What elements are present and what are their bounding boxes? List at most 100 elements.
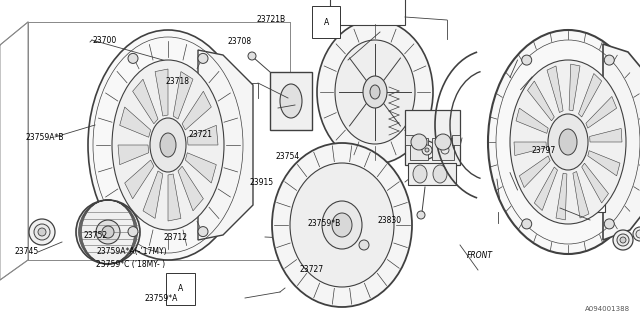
Ellipse shape xyxy=(488,30,640,254)
Ellipse shape xyxy=(112,60,224,230)
Text: 23718: 23718 xyxy=(165,77,189,86)
Circle shape xyxy=(411,134,427,150)
Polygon shape xyxy=(588,151,620,176)
Ellipse shape xyxy=(29,219,55,245)
Ellipse shape xyxy=(332,213,352,237)
Circle shape xyxy=(425,148,429,152)
Ellipse shape xyxy=(335,40,415,144)
Polygon shape xyxy=(556,173,567,220)
Polygon shape xyxy=(579,74,602,117)
Ellipse shape xyxy=(150,118,186,172)
Circle shape xyxy=(636,230,640,238)
Ellipse shape xyxy=(548,114,588,170)
Polygon shape xyxy=(514,142,547,156)
Circle shape xyxy=(418,141,436,159)
Bar xyxy=(405,135,413,145)
Polygon shape xyxy=(188,125,218,145)
Polygon shape xyxy=(168,174,181,221)
Circle shape xyxy=(128,53,138,63)
Text: 23797: 23797 xyxy=(531,146,556,155)
Text: 23915: 23915 xyxy=(250,178,274,187)
Polygon shape xyxy=(186,153,216,183)
Text: 23745: 23745 xyxy=(14,247,38,256)
Ellipse shape xyxy=(96,220,120,244)
Circle shape xyxy=(417,211,425,219)
Text: 23759A*B: 23759A*B xyxy=(26,133,64,142)
Text: 23708: 23708 xyxy=(227,37,252,46)
Bar xyxy=(452,135,460,145)
Ellipse shape xyxy=(370,85,380,99)
Ellipse shape xyxy=(160,133,176,157)
Text: 23752: 23752 xyxy=(83,231,108,240)
Polygon shape xyxy=(182,91,211,130)
Ellipse shape xyxy=(317,20,433,164)
Bar xyxy=(410,138,428,160)
Text: 23700: 23700 xyxy=(93,36,117,44)
Bar xyxy=(550,170,605,212)
Circle shape xyxy=(198,227,208,236)
Circle shape xyxy=(604,219,614,229)
Polygon shape xyxy=(125,160,154,199)
Circle shape xyxy=(422,145,432,155)
Polygon shape xyxy=(589,128,622,142)
Text: 23759*A: 23759*A xyxy=(144,294,177,303)
Text: A094001388: A094001388 xyxy=(585,306,630,312)
Polygon shape xyxy=(143,171,163,219)
Text: 23759*B: 23759*B xyxy=(307,220,340,228)
Polygon shape xyxy=(198,50,253,240)
Polygon shape xyxy=(118,145,148,165)
Circle shape xyxy=(620,237,626,243)
Ellipse shape xyxy=(322,201,362,249)
Polygon shape xyxy=(173,72,193,119)
Polygon shape xyxy=(547,66,563,113)
Circle shape xyxy=(128,227,138,236)
Circle shape xyxy=(248,52,256,60)
Text: 23712: 23712 xyxy=(163,233,188,242)
Text: 23759*C (’18MY- ): 23759*C (’18MY- ) xyxy=(96,260,165,268)
Bar xyxy=(405,110,460,165)
Circle shape xyxy=(613,230,633,250)
Bar xyxy=(408,163,456,185)
Polygon shape xyxy=(569,64,580,111)
Ellipse shape xyxy=(510,60,626,224)
Circle shape xyxy=(522,55,532,65)
Bar xyxy=(432,138,454,160)
Circle shape xyxy=(522,219,532,229)
Circle shape xyxy=(441,146,449,154)
Text: A: A xyxy=(178,284,183,293)
Text: 23727: 23727 xyxy=(300,265,324,274)
Ellipse shape xyxy=(88,30,248,260)
Ellipse shape xyxy=(272,143,412,307)
Ellipse shape xyxy=(76,200,140,264)
Circle shape xyxy=(617,234,629,246)
Circle shape xyxy=(438,143,452,157)
Polygon shape xyxy=(516,108,548,133)
Text: FRONT: FRONT xyxy=(467,252,493,260)
Bar xyxy=(330,0,405,25)
Text: 23721: 23721 xyxy=(189,130,212,139)
Bar xyxy=(270,72,312,130)
Polygon shape xyxy=(603,44,640,240)
Text: A: A xyxy=(324,18,329,27)
Ellipse shape xyxy=(38,228,46,236)
Ellipse shape xyxy=(102,226,114,238)
Polygon shape xyxy=(534,167,557,211)
Polygon shape xyxy=(120,107,150,137)
Ellipse shape xyxy=(413,165,427,183)
Ellipse shape xyxy=(280,84,302,118)
Ellipse shape xyxy=(34,224,50,240)
Text: 23754: 23754 xyxy=(275,152,300,161)
Text: 23759A*A(-’17MY): 23759A*A(-’17MY) xyxy=(96,247,166,256)
Text: 23830: 23830 xyxy=(378,216,402,225)
Text: 23721B: 23721B xyxy=(256,15,285,24)
Polygon shape xyxy=(527,81,554,121)
Polygon shape xyxy=(178,166,204,211)
Ellipse shape xyxy=(290,163,394,287)
Circle shape xyxy=(359,240,369,250)
Circle shape xyxy=(198,53,208,63)
Polygon shape xyxy=(155,69,168,116)
Polygon shape xyxy=(586,96,617,128)
Polygon shape xyxy=(132,79,158,124)
Circle shape xyxy=(633,227,640,241)
Ellipse shape xyxy=(433,165,447,183)
